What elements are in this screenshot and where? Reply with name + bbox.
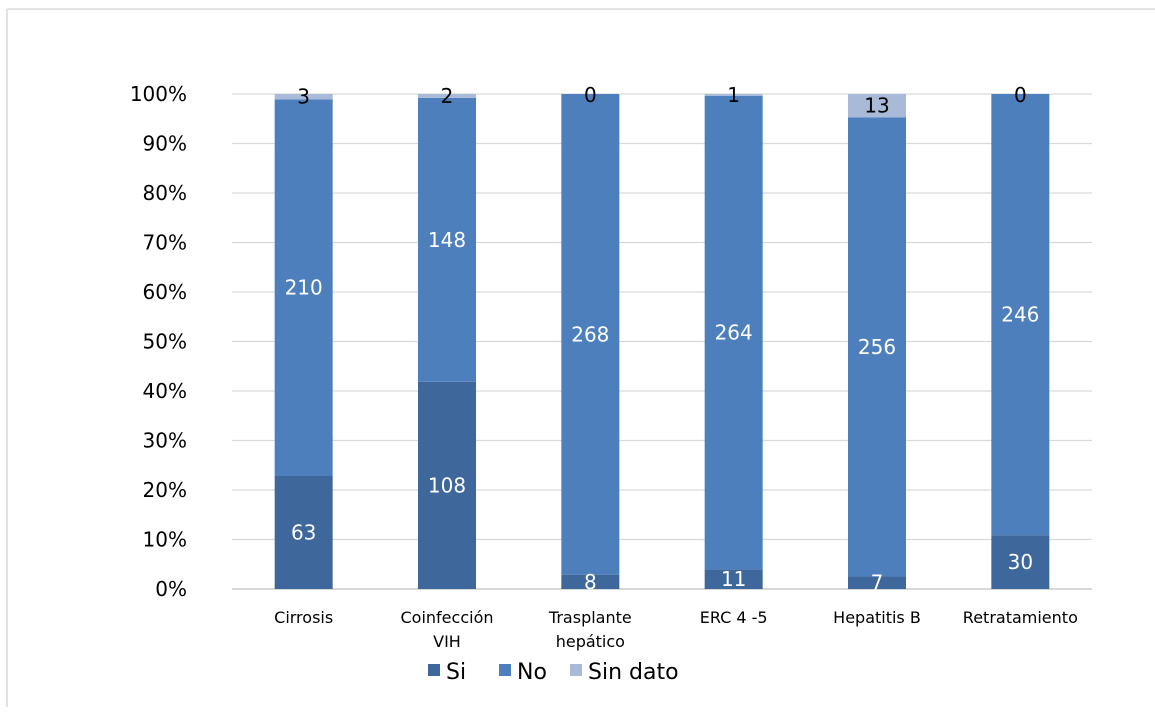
data-label: 2 [441,84,454,108]
data-label: 8 [584,570,597,594]
bars [274,94,1050,589]
bar-segment [704,95,763,570]
x-tick-label: Coinfección [401,608,494,627]
y-tick-label: 0% [155,577,187,601]
gridlines [232,93,1092,590]
data-label: 30 [1008,550,1033,574]
bar-segment [704,94,763,96]
y-tick-label: 40% [143,379,187,403]
x-tick-label: hepático [556,632,625,651]
bar-segment [418,381,476,589]
data-label: 11 [721,567,746,591]
x-tick-label: VIH [433,632,461,651]
legend-label: No [517,660,547,685]
data-label: 210 [285,276,323,300]
y-tick-label: 90% [143,132,187,156]
x-tick-label: ERC 4 -5 [700,608,768,627]
y-tick-label: 20% [143,478,187,502]
y-axis: 0% 10% 20% 30% 40% 50% 60% 70% 80% 90% 100% [130,82,187,601]
data-label: 13 [864,94,889,118]
bar-segment [848,117,906,577]
legend: Si No Sin dato [428,660,679,685]
y-tick-label: 10% [143,528,187,552]
x-tick-label: Retratamiento [963,608,1078,627]
y-tick-label: 50% [143,330,187,354]
data-label: 1 [727,83,740,107]
bar-segment [561,574,620,589]
bar-segment [991,94,1050,536]
data-label: 108 [428,473,466,497]
data-label: 0 [584,83,597,107]
bar-segment [274,94,333,100]
bar-segment [418,97,476,382]
x-tick-label: Hepatitis B [833,608,921,627]
x-tick-label: Cirrosis [274,608,333,627]
data-label: 63 [291,521,316,545]
legend-label: Si [446,660,466,685]
bar-segment [704,569,763,589]
data-label: 0 [1014,83,1027,107]
bar-segment [274,476,333,589]
bar-segment [561,94,620,575]
y-tick-label: 30% [143,429,187,453]
bar-segment [991,535,1050,589]
data-label: 3 [297,85,310,109]
data-label: 264 [715,321,753,345]
y-tick-label: 70% [143,231,187,255]
data-label: 7 [871,571,884,595]
data-label: 246 [1001,303,1039,327]
data-label: 256 [858,335,896,359]
legend-swatch [499,664,511,676]
y-tick-label: 100% [130,82,187,106]
bar-segment [274,99,333,477]
bar-segment [848,576,906,589]
x-axis: Cirrosis Coinfección VIH Trasplante hepático… [274,608,1078,651]
data-label: 148 [428,228,466,252]
legend-label: Sin dato [588,660,679,685]
y-tick-label: 60% [143,280,187,304]
x-tick-label: Trasplante [548,608,632,627]
legend-swatch [570,664,582,676]
y-tick-label: 80% [143,181,187,205]
legend-swatch [428,664,440,676]
bar-segment [418,94,476,98]
bar-segment [848,94,906,118]
data-label: 268 [571,322,609,346]
data-labels: 63 210 3 108 148 2 8 268 0 11 264 1 7 256 13 30 246 0 [285,83,1040,595]
